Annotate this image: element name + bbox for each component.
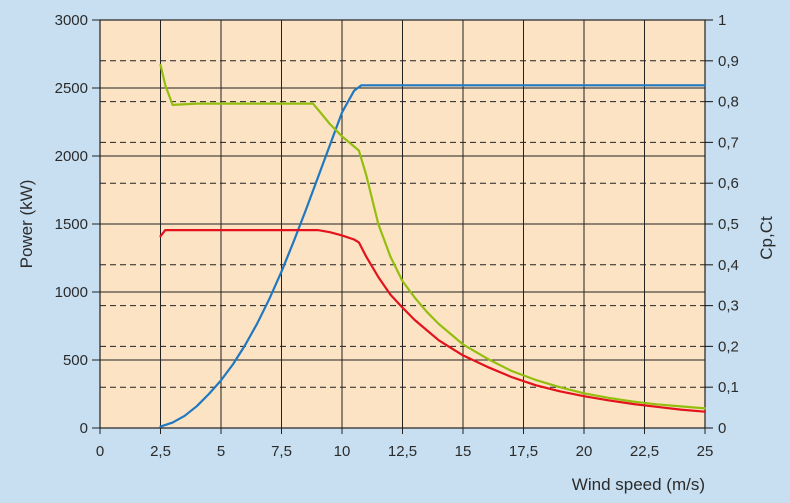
x-tick-label: 12,5 <box>388 443 417 460</box>
x-tick-label: 0 <box>96 443 104 460</box>
y-left-tick-label: 0 <box>80 420 88 437</box>
x-tick-label: 25 <box>697 443 714 460</box>
y-left-tick-label: 1500 <box>55 216 88 233</box>
y-left-tick-label: 500 <box>63 352 88 369</box>
series-line-3 <box>159 63 707 410</box>
y-right-tick-label: 0,4 <box>718 257 739 274</box>
x-tick-label: 10 <box>334 443 351 460</box>
y-axis-right-title: Cp,Ct <box>757 216 776 260</box>
x-axis-title: Wind speed (m/s) <box>572 475 705 494</box>
x-tick-label: 2,5 <box>150 443 171 460</box>
y-left-tick-label: 3000 <box>55 12 88 29</box>
y-right-tick-label: 0,3 <box>718 298 739 315</box>
x-tick-label: 7,5 <box>271 443 292 460</box>
y-right-tick-label: 0,6 <box>718 175 739 192</box>
y-left-tick-label: 1000 <box>55 284 88 301</box>
series-layer <box>159 63 707 428</box>
y-axis-left-title: Power (kW) <box>17 180 36 269</box>
grid <box>92 19 713 434</box>
x-tick-label: 17,5 <box>509 443 538 460</box>
y-right-tick-label: 0,9 <box>718 53 739 70</box>
ticks: 0 2,5 5 7,5 10 12,5 15 17,5 20 22,5 25050010001500… <box>55 12 739 460</box>
y-right-tick-label: 0,1 <box>718 379 739 396</box>
x-tick-label: 20 <box>576 443 593 460</box>
y-right-tick-label: 1 <box>718 12 726 29</box>
y-left-tick-label: 2500 <box>55 80 88 97</box>
x-tick-label: 22,5 <box>630 443 659 460</box>
series-line-2 <box>159 229 707 413</box>
series-line-1 <box>159 84 707 428</box>
y-right-tick-label: 0,2 <box>718 338 739 355</box>
y-right-tick-label: 0 <box>718 420 726 437</box>
y-right-tick-label: 0,8 <box>718 94 739 111</box>
x-tick-label: 5 <box>217 443 225 460</box>
y-right-tick-label: 0,5 <box>718 216 739 233</box>
y-right-tick-label: 0,7 <box>718 134 739 151</box>
x-tick-label: 15 <box>455 443 472 460</box>
y-left-tick-label: 2000 <box>55 148 88 165</box>
plot-frame <box>99 19 706 429</box>
